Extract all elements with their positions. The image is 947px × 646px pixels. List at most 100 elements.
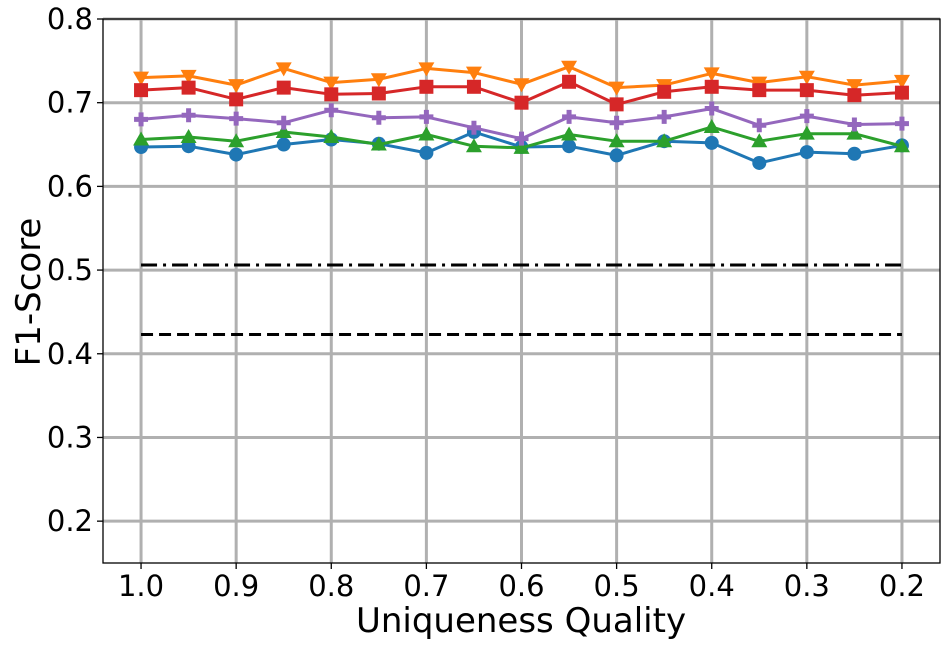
x-axis-ticks: 1.0 0.9 0.8 0.7 0.6 0.5 0.4 0.3 0.2 <box>118 563 925 603</box>
y-tick-label: 0.8 <box>47 2 93 36</box>
data-point <box>465 138 482 153</box>
x-tick-label: 0.2 <box>879 569 925 603</box>
data-point <box>703 67 720 82</box>
data-point <box>229 111 244 126</box>
y-tick-label: 0.6 <box>47 169 93 203</box>
x-tick-label: 0.6 <box>498 569 544 603</box>
data-point <box>562 74 577 89</box>
data-point <box>181 80 196 95</box>
data-point <box>418 126 435 141</box>
data-point <box>561 126 578 141</box>
data-point <box>894 85 909 100</box>
data-point <box>798 125 815 140</box>
data-point <box>371 86 386 101</box>
series-1 <box>133 60 910 96</box>
data-point <box>180 69 197 84</box>
y-tick-label: 0.7 <box>47 86 93 120</box>
y-tick-label: 0.4 <box>47 337 93 371</box>
data-point <box>180 129 197 144</box>
x-tick-label: 0.9 <box>213 569 259 603</box>
data-point <box>608 81 625 96</box>
series-4 <box>134 101 909 146</box>
y-tick-label: 0.2 <box>47 504 93 538</box>
data-point <box>419 79 434 94</box>
data-point <box>656 133 673 148</box>
data-point <box>609 97 624 112</box>
data-point <box>751 133 768 148</box>
data-point <box>323 76 340 91</box>
data-point <box>847 88 862 103</box>
data-point <box>370 73 387 88</box>
data-point <box>133 71 150 86</box>
data-point <box>134 83 149 98</box>
data-point <box>704 135 719 150</box>
x-tick-label: 0.5 <box>594 569 640 603</box>
data-point <box>513 78 530 93</box>
data-point <box>323 129 340 144</box>
data-point <box>228 133 245 148</box>
data-point <box>609 115 624 130</box>
data-point <box>276 80 291 95</box>
data-point <box>608 133 625 148</box>
data-point <box>752 155 767 170</box>
data-point <box>466 120 481 135</box>
y-axis-ticks: 0.2 0.3 0.4 0.5 0.6 0.7 0.8 <box>47 2 103 538</box>
x-axis-label: Uniqueness Quality <box>356 601 686 641</box>
data-point <box>562 109 577 124</box>
data-point <box>893 138 910 153</box>
data-point <box>419 145 434 160</box>
data-point <box>704 79 719 94</box>
data-point <box>799 83 814 98</box>
data-point <box>418 62 435 77</box>
y-tick-label: 0.3 <box>47 420 93 454</box>
x-tick-label: 0.8 <box>308 569 354 603</box>
x-tick-label: 1.0 <box>118 569 164 603</box>
data-point <box>799 145 814 160</box>
data-point <box>752 83 767 98</box>
data-point <box>847 117 862 132</box>
data-point <box>276 115 291 130</box>
data-point <box>465 66 482 81</box>
data-point <box>276 137 291 152</box>
data-point <box>229 92 244 107</box>
data-point <box>704 101 719 116</box>
series-2 <box>133 118 910 154</box>
data-point <box>561 60 578 75</box>
data-point <box>657 84 672 99</box>
data-point <box>134 112 149 127</box>
data-point <box>275 123 292 138</box>
data-point <box>894 116 909 131</box>
x-tick-label: 0.3 <box>784 569 830 603</box>
data-point <box>324 103 339 118</box>
y-axis-label: F1-Score <box>9 218 49 367</box>
data-point <box>229 147 244 162</box>
data-point <box>514 95 529 110</box>
data-point <box>513 139 530 154</box>
data-point <box>798 70 815 85</box>
data-point <box>133 131 150 146</box>
data-point <box>657 109 672 124</box>
data-point <box>275 62 292 77</box>
x-tick-label: 0.7 <box>403 569 449 603</box>
x-tick-label: 0.4 <box>689 569 735 603</box>
data-point <box>609 148 624 163</box>
data-point <box>514 131 529 146</box>
data-point <box>752 118 767 133</box>
data-point <box>419 109 434 124</box>
data-point <box>562 139 577 154</box>
data-point <box>181 108 196 123</box>
data-point <box>370 136 387 151</box>
data-point <box>228 79 245 94</box>
data-point <box>703 118 720 133</box>
data-point <box>799 109 814 124</box>
data-point <box>466 79 481 94</box>
reference-lines <box>141 263 902 337</box>
data-point <box>893 74 910 89</box>
data-point <box>846 79 863 94</box>
series-group <box>133 60 910 170</box>
series-3 <box>134 74 909 112</box>
data-point <box>371 110 386 125</box>
data-point <box>324 87 339 102</box>
data-point <box>846 125 863 140</box>
